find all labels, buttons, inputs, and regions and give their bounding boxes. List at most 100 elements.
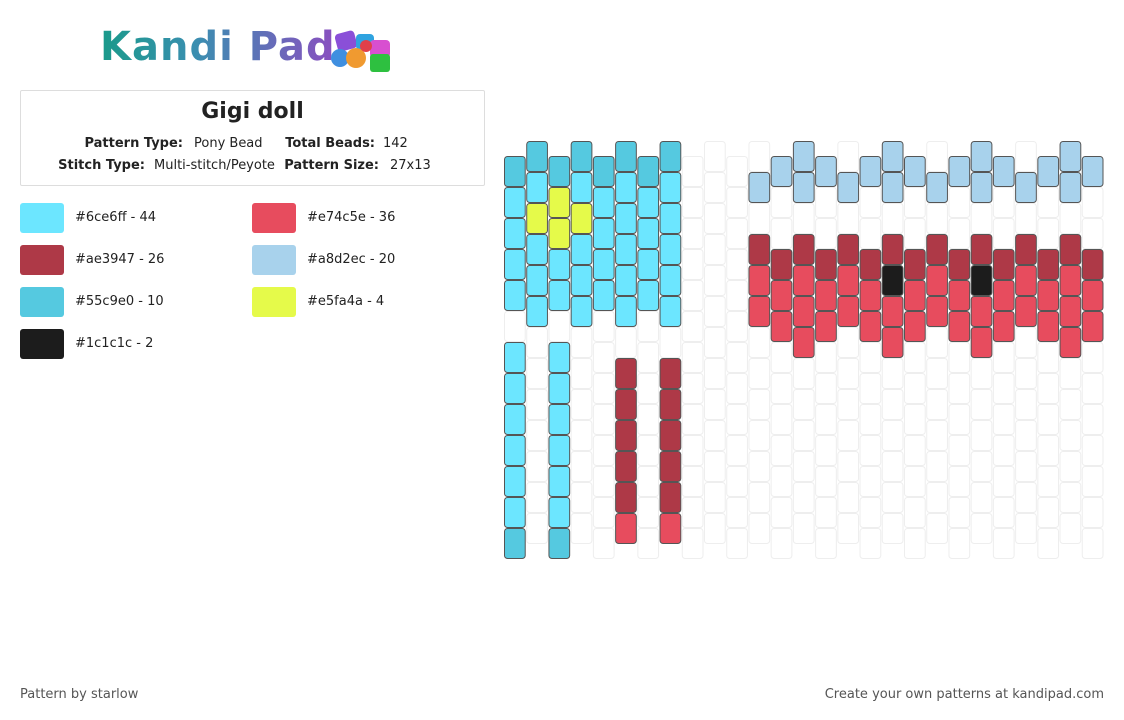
bead [659, 420, 682, 451]
empty-bead [592, 311, 615, 342]
bead [504, 156, 526, 187]
bead [548, 249, 571, 280]
empty-bead [837, 358, 860, 389]
bead [926, 296, 948, 327]
empty-bead [1037, 404, 1060, 435]
empty-bead [1037, 373, 1060, 404]
swatch-label: #e5fa4a - 4 [307, 294, 385, 309]
empty-bead [792, 451, 815, 482]
bead [504, 497, 526, 528]
empty-bead [526, 420, 548, 451]
empty-bead [881, 358, 904, 389]
bead [770, 156, 793, 187]
empty-bead [770, 466, 793, 497]
bead [904, 249, 926, 280]
empty-bead [815, 187, 837, 218]
empty-bead [948, 466, 971, 497]
empty-bead [1037, 342, 1060, 373]
logo: Kandi Pad [100, 24, 336, 70]
empty-bead [815, 373, 837, 404]
empty-bead [659, 327, 682, 358]
bead [992, 280, 1015, 311]
empty-bead [748, 389, 771, 420]
bead [948, 311, 971, 342]
bead [504, 466, 526, 497]
bead [904, 280, 926, 311]
swatch [20, 329, 64, 359]
bead [837, 265, 860, 296]
empty-bead [704, 482, 726, 513]
empty-bead [704, 420, 726, 451]
empty-bead [748, 141, 771, 172]
empty-bead [837, 451, 860, 482]
empty-bead [992, 187, 1015, 218]
empty-bead [970, 482, 993, 513]
empty-bead [681, 466, 704, 497]
bead [1015, 172, 1037, 203]
empty-bead [748, 327, 771, 358]
empty-bead [704, 203, 726, 234]
bead [859, 156, 882, 187]
empty-bead [526, 513, 548, 544]
empty-bead [815, 342, 837, 373]
empty-bead [904, 404, 926, 435]
bead [659, 296, 682, 327]
empty-bead [992, 435, 1015, 466]
bead [881, 296, 904, 327]
empty-bead [948, 342, 971, 373]
empty-bead [992, 404, 1015, 435]
empty-bead [926, 420, 948, 451]
bead [748, 296, 771, 327]
empty-bead [770, 404, 793, 435]
empty-bead [970, 420, 993, 451]
empty-bead [770, 435, 793, 466]
bead [570, 265, 593, 296]
empty-bead [792, 358, 815, 389]
empty-bead [637, 497, 660, 528]
empty-bead [726, 528, 748, 559]
swatch-label: #1c1c1c - 2 [75, 336, 154, 351]
empty-bead [837, 327, 860, 358]
empty-bead [926, 358, 948, 389]
empty-bead [526, 358, 548, 389]
info-panel: Gigi doll Pattern Type: Pony Bead Total … [20, 90, 485, 186]
bead [615, 203, 637, 234]
empty-bead [970, 358, 993, 389]
empty-bead [948, 373, 971, 404]
empty-bead [926, 389, 948, 420]
bead [926, 172, 948, 203]
bead [881, 172, 904, 203]
empty-bead [859, 528, 882, 559]
empty-bead [1015, 141, 1037, 172]
bead [615, 389, 637, 420]
empty-bead [970, 203, 993, 234]
empty-bead [859, 404, 882, 435]
field-label: Total Beads: [285, 136, 375, 151]
swatch-label: #e74c5e - 36 [307, 210, 396, 225]
empty-bead [1015, 203, 1037, 234]
bead [792, 141, 815, 172]
empty-bead [948, 187, 971, 218]
empty-bead [637, 311, 660, 342]
swatch [20, 203, 64, 233]
bead [526, 296, 548, 327]
bead [504, 373, 526, 404]
empty-bead [1081, 404, 1104, 435]
promo: Create your own patterns at kandipad.com [824, 687, 1104, 702]
bead [748, 234, 771, 265]
empty-bead [748, 358, 771, 389]
empty-bead [748, 482, 771, 513]
swatch [252, 203, 296, 233]
bead [859, 249, 882, 280]
empty-bead [681, 218, 704, 249]
bead [548, 156, 571, 187]
empty-bead [770, 528, 793, 559]
bead [592, 280, 615, 311]
bead [881, 265, 904, 296]
bead [792, 234, 815, 265]
bead [637, 280, 660, 311]
empty-bead [704, 327, 726, 358]
empty-bead [704, 265, 726, 296]
bead [1059, 296, 1082, 327]
empty-bead [726, 497, 748, 528]
